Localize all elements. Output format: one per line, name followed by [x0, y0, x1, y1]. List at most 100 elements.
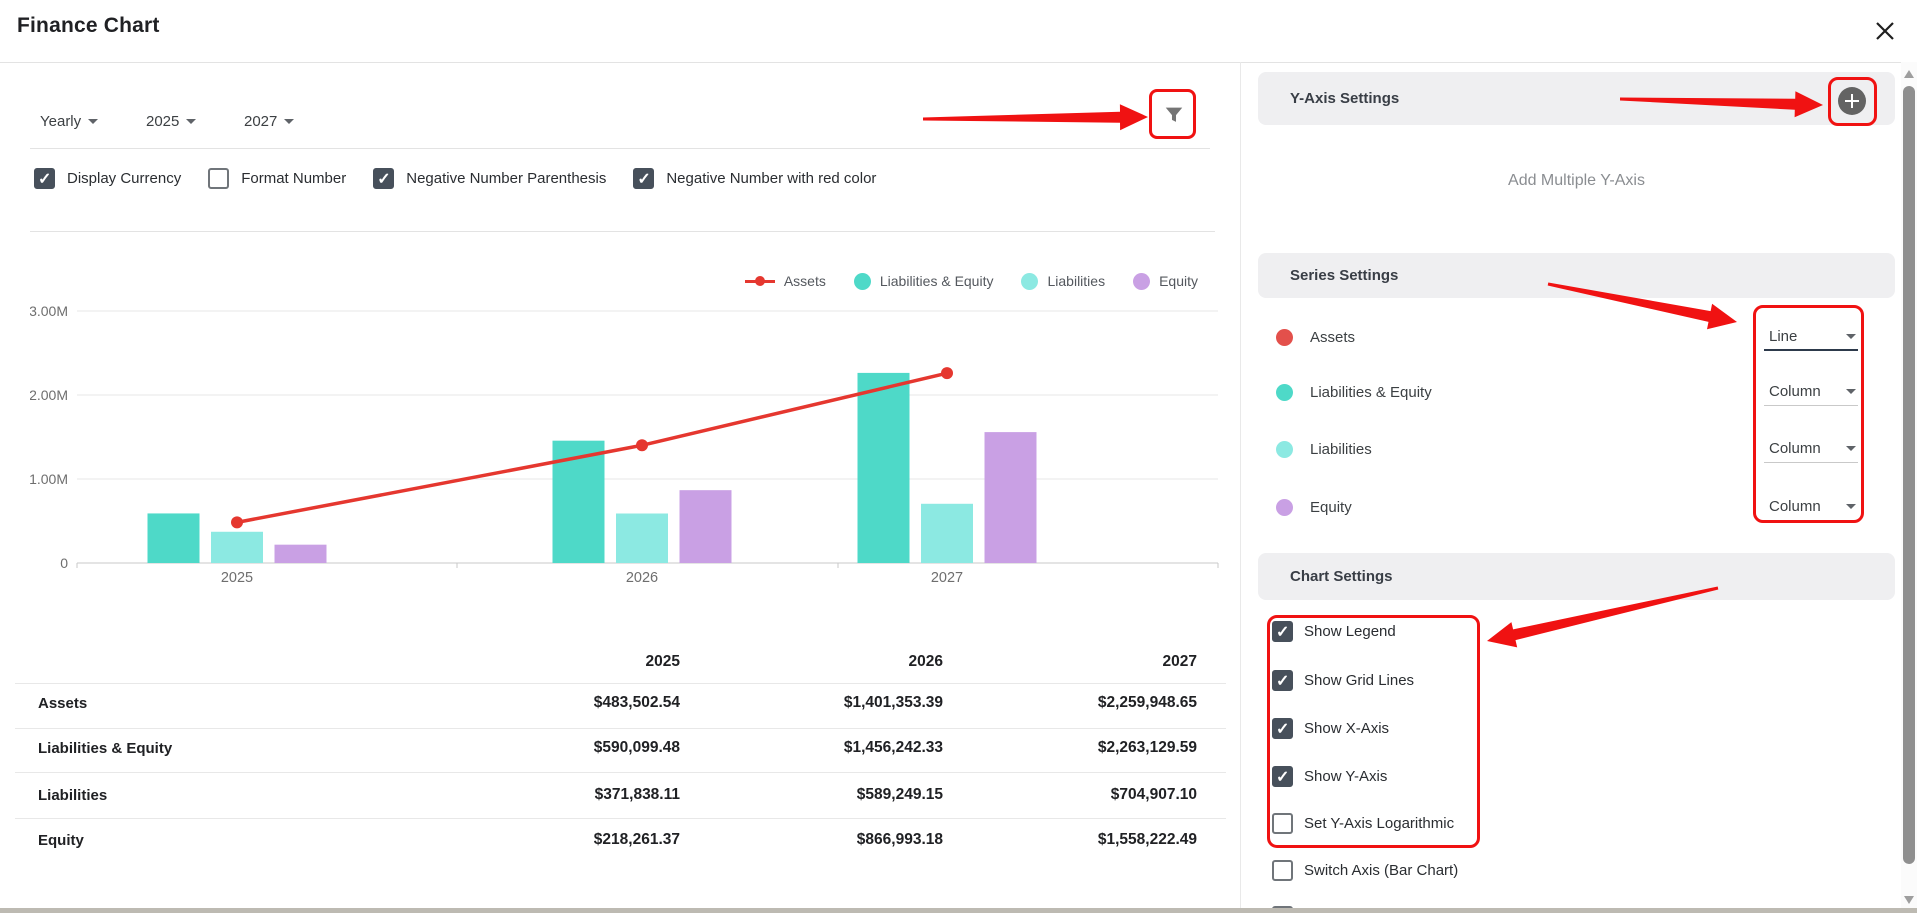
filter-icon [1165, 107, 1183, 122]
series-row-liabilities: Liabilities [1276, 437, 1372, 461]
table-divider [15, 683, 1226, 684]
series-row-equity: Equity [1276, 495, 1352, 519]
close-button[interactable] [1872, 18, 1898, 44]
chevron-down-icon [1846, 333, 1856, 339]
checkbox-show-x-axis[interactable]: Show X-Axis [1272, 718, 1389, 739]
checkbox-switch-axis[interactable]: Switch Axis (Bar Chart) [1272, 860, 1458, 881]
checkbox-icon [633, 168, 655, 189]
checkbox-show-legend[interactable]: Show Legend [1272, 621, 1396, 642]
options-divider [30, 231, 1215, 232]
series-type-select-assets[interactable]: Line [1764, 323, 1858, 351]
section-series-settings: Series Settings [1258, 253, 1895, 298]
series-type-select-equity[interactable]: Column [1764, 493, 1858, 521]
series-label: Liabilities & Equity [1310, 383, 1432, 401]
checkbox-label: Show X-Axis [1304, 720, 1390, 737]
table-divider [15, 728, 1226, 729]
legend-label: Liabilities & Equity [879, 273, 994, 289]
cell-value: $1,456,242.33 [843, 739, 943, 756]
series-row-liabilities-equity: Liabilities & Equity [1276, 380, 1432, 404]
cell-value: $2,259,948.65 [1097, 694, 1197, 711]
page-title: Finance Chart [17, 14, 160, 37]
legend-item-assets[interactable]: Assets [744, 273, 826, 289]
cell-value: $704,907.10 [1110, 786, 1197, 803]
table-row: Liabilities & Equity $590,099.48 $1,456,… [38, 726, 1197, 770]
checkbox-label: Show Y-Axis [1304, 768, 1388, 785]
select-value: Line [1769, 327, 1798, 345]
chevron-down-icon [88, 118, 99, 124]
checkbox-icon [373, 168, 395, 189]
cell-value: $1,558,222.49 [1097, 831, 1197, 848]
end-year-select[interactable]: 2027 [244, 108, 295, 134]
checkbox-display-currency[interactable]: Display Currency [34, 168, 181, 189]
series-label: Liabilities [1310, 440, 1372, 458]
toolbar-divider [30, 148, 1210, 149]
checkbox-y-axis-logarithmic[interactable]: Set Y-Axis Logarithmic [1272, 813, 1454, 834]
svg-text:2027: 2027 [931, 570, 963, 586]
close-icon [1876, 22, 1894, 40]
legend-item-liabilities[interactable]: Liabilities [1021, 272, 1106, 290]
start-year-select[interactable]: 2025 [146, 108, 197, 134]
checkbox-label: Switch Axis (Bar Chart) [1304, 862, 1459, 879]
section-title: Series Settings [1290, 267, 1399, 284]
row-label: Equity [38, 831, 84, 849]
checkbox-icon [1272, 670, 1293, 691]
row-label: Assets [38, 694, 88, 712]
row-label: Liabilities & Equity [38, 739, 173, 757]
cell-value: $218,261.37 [593, 831, 680, 848]
select-value: Column [1769, 440, 1821, 457]
table-col-header: 2026 [908, 653, 943, 670]
table-row: Equity $218,261.37 $866,993.18 $1,558,22… [38, 818, 1197, 862]
series-label: Equity [1310, 498, 1352, 516]
checkbox-show-y-axis[interactable]: Show Y-Axis [1272, 766, 1387, 787]
cell-value: $590,099.48 [593, 739, 680, 756]
checkbox-show-grid-lines[interactable]: Show Grid Lines [1272, 670, 1414, 691]
checkbox-icon [208, 168, 230, 189]
start-year-value: 2025 [146, 112, 180, 130]
series-color-dot [1276, 440, 1293, 458]
legend-item-equity[interactable]: Equity [1133, 272, 1198, 290]
circle-marker-icon [1021, 272, 1039, 290]
scroll-down-icon[interactable] [1904, 896, 1914, 904]
series-type-select-liabilities[interactable]: Column [1764, 435, 1858, 463]
checkbox-icon [1272, 718, 1293, 739]
legend-item-liabilities-equity[interactable]: Liabilities & Equity [853, 272, 994, 290]
table-divider [15, 818, 1226, 819]
checkbox-label: Negative Number with red color [666, 170, 877, 187]
legend-label: Liabilities [1047, 273, 1106, 289]
period-select[interactable]: Yearly [40, 108, 99, 134]
chevron-down-icon [1846, 389, 1856, 394]
section-y-axis-settings: Y-Axis Settings [1258, 72, 1895, 125]
checkbox-negative-parenthesis[interactable]: Negative Number Parenthesis [373, 168, 606, 189]
checkbox-label: Format Number [241, 170, 347, 187]
display-options-row: Display Currency Format Number Negative … [34, 168, 903, 189]
add-y-axis-button[interactable] [1838, 87, 1866, 115]
checkbox-icon [1272, 813, 1293, 834]
scroll-up-icon[interactable] [1904, 70, 1914, 78]
table-divider [15, 772, 1226, 773]
end-year-value: 2027 [244, 112, 278, 130]
chevron-down-icon [1846, 504, 1856, 509]
checkbox-negative-red[interactable]: Negative Number with red color [633, 168, 876, 189]
period-select-value: Yearly [40, 112, 82, 130]
chevron-down-icon [284, 118, 295, 124]
add-multiple-y-axis-text: Add Multiple Y-Axis [1508, 172, 1645, 189]
checkbox-format-number[interactable]: Format Number [208, 168, 346, 189]
select-value: Column [1769, 383, 1821, 400]
series-color-dot [1276, 328, 1293, 346]
svg-text:0: 0 [60, 555, 68, 571]
series-row-assets: Assets [1276, 325, 1355, 349]
cell-value: $483,502.54 [593, 694, 680, 711]
cell-value: $2,263,129.59 [1097, 739, 1197, 756]
legend-label: Equity [1159, 273, 1198, 289]
series-type-select-liabilities-equity[interactable]: Column [1764, 378, 1858, 406]
filter-button[interactable] [1156, 96, 1192, 134]
table-header-row: 2025 2026 2027 [38, 640, 1197, 684]
row-label: Liabilities [38, 786, 108, 804]
checkbox-label: Set Y-Axis Logarithmic [1304, 815, 1455, 832]
scrollbar-thumb[interactable] [1903, 86, 1915, 864]
checkbox-icon [1272, 766, 1293, 787]
cell-value: $1,401,353.39 [843, 694, 943, 711]
section-title: Y-Axis Settings [1290, 90, 1400, 107]
cell-value: $866,993.18 [856, 831, 943, 848]
